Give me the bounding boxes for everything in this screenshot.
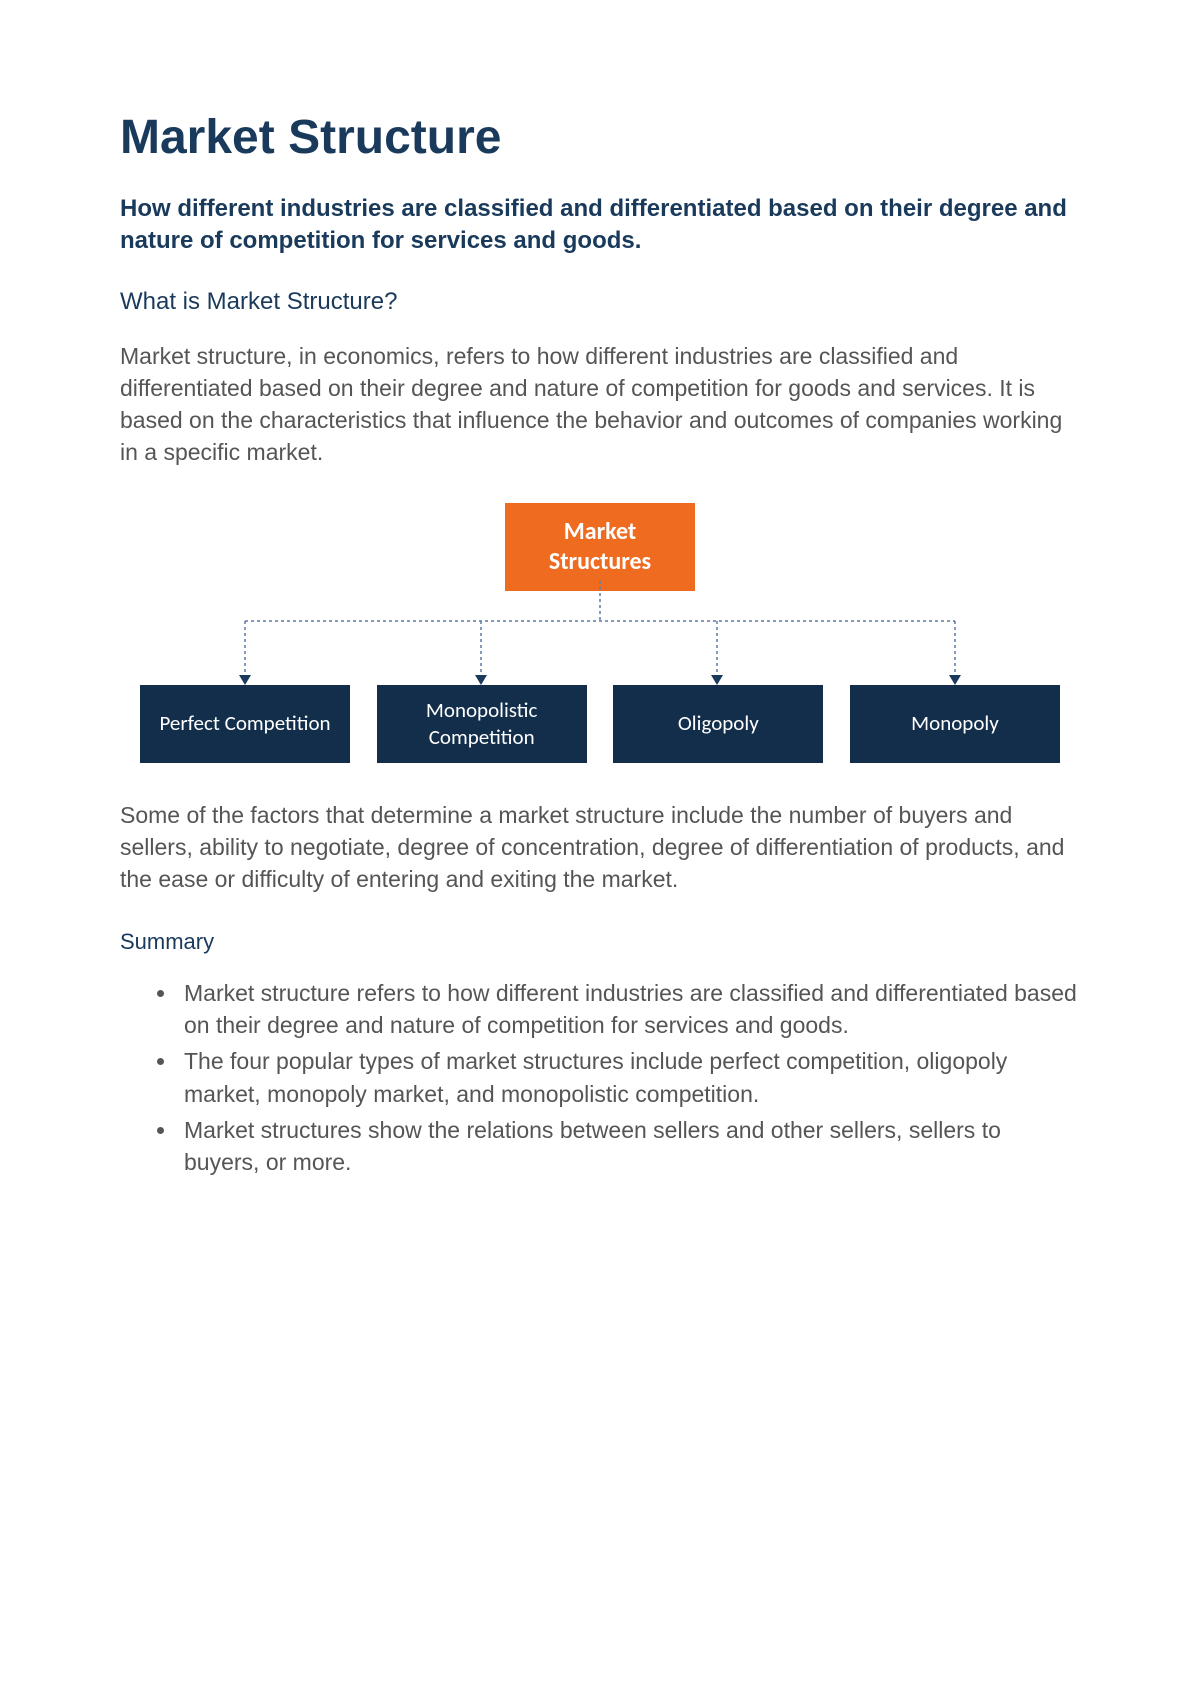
section-heading-what-is: What is Market Structure? — [120, 288, 1080, 316]
market-structures-diagram: Market Structures Perfect Competition Mo… — [120, 503, 1080, 763]
summary-heading: Summary — [120, 929, 1080, 955]
diagram-root-node: Market Structures — [505, 503, 695, 591]
summary-list: Market structure refers to how different… — [120, 977, 1080, 1178]
list-item: Market structures show the relations bet… — [178, 1114, 1080, 1178]
diagram-child-oligopoly: Oligopoly — [613, 685, 823, 763]
diagram-child-monopoly: Monopoly — [850, 685, 1060, 763]
list-item: Market structure refers to how different… — [178, 977, 1080, 1041]
diagram-root-label-line1: Market — [564, 517, 636, 546]
page-subtitle: How different industries are classified … — [120, 193, 1080, 258]
list-item: The four popular types of market structu… — [178, 1045, 1080, 1109]
diagram-root-label-line2: Structures — [549, 547, 651, 576]
diagram-child-row: Perfect Competition Monopolistic Competi… — [140, 685, 1060, 763]
paragraph-factors: Some of the factors that determine a mar… — [120, 799, 1080, 896]
diagram-connectors — [140, 581, 1060, 685]
diagram-child-perfect-competition: Perfect Competition — [140, 685, 350, 763]
page-title: Market Structure — [120, 110, 1080, 165]
paragraph-intro: Market structure, in economics, refers t… — [120, 340, 1080, 469]
diagram-child-monopolistic-competition: Monopolistic Competition — [377, 685, 587, 763]
